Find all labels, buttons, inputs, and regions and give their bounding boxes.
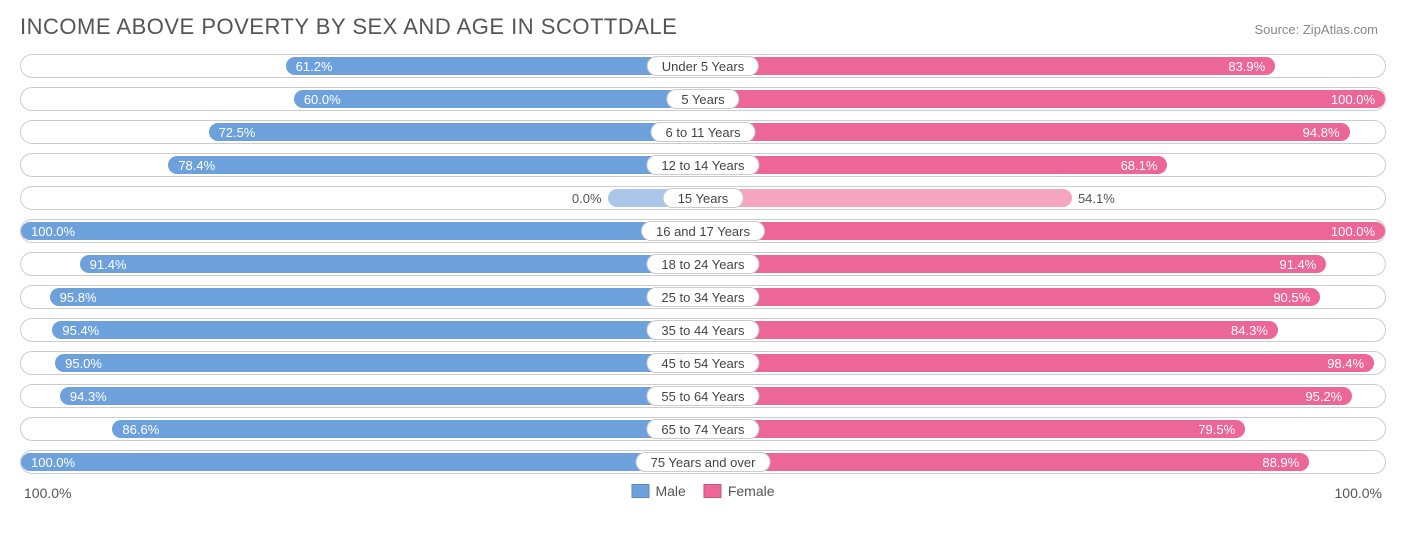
female-value-label: 94.8% (1303, 125, 1340, 140)
female-bar: 91.4% (703, 255, 1326, 273)
male-bar: 86.6% (112, 420, 703, 438)
table-row: 100.0% 88.9% 75 Years and over (20, 450, 1386, 474)
category-label: 75 Years and over (636, 452, 771, 472)
male-value-label: 0.0% (572, 191, 608, 206)
female-value-label: 88.9% (1262, 455, 1299, 470)
category-label: 35 to 44 Years (646, 320, 759, 340)
male-bar: 100.0% (21, 453, 703, 471)
category-label: 5 Years (666, 89, 739, 109)
category-label: 18 to 24 Years (646, 254, 759, 274)
female-value-label: 100.0% (1331, 224, 1375, 239)
male-swatch-icon (631, 484, 649, 498)
male-value-label: 72.5% (219, 125, 256, 140)
category-label: Under 5 Years (647, 56, 759, 76)
male-bar: 78.4% (168, 156, 703, 174)
female-value-label: 90.5% (1273, 290, 1310, 305)
category-label: 55 to 64 Years (646, 386, 759, 406)
female-bar: 68.1% (703, 156, 1167, 174)
legend: Male Female (631, 483, 774, 499)
male-bar: 91.4% (80, 255, 703, 273)
female-bar: 100.0% (703, 222, 1385, 240)
table-row: 61.2% 83.9% Under 5 Years (20, 54, 1386, 78)
category-label: 6 to 11 Years (651, 122, 756, 142)
female-value-label: 84.3% (1231, 323, 1268, 338)
female-value-label: 91.4% (1279, 257, 1316, 272)
source-attribution: Source: ZipAtlas.com (1254, 22, 1378, 37)
male-bar: 94.3% (60, 387, 703, 405)
category-label: 15 Years (663, 188, 744, 208)
table-row: 94.3% 95.2% 55 to 64 Years (20, 384, 1386, 408)
female-bar: 98.4% (703, 354, 1374, 372)
male-bar: 61.2% (286, 57, 703, 75)
male-bar: 95.8% (50, 288, 703, 306)
table-row: 78.4% 68.1% 12 to 14 Years (20, 153, 1386, 177)
male-value-label: 61.2% (296, 59, 333, 74)
axis-row: 100.0% Male Female 100.0% (20, 481, 1386, 509)
category-label: 12 to 14 Years (646, 155, 759, 175)
table-row: 91.4% 91.4% 18 to 24 Years (20, 252, 1386, 276)
male-value-label: 60.0% (304, 92, 341, 107)
female-swatch-icon (704, 484, 722, 498)
category-label: 65 to 74 Years (646, 419, 759, 439)
legend-female-label: Female (728, 483, 775, 499)
table-row: 95.4% 84.3% 35 to 44 Years (20, 318, 1386, 342)
table-row: 95.0% 98.4% 45 to 54 Years (20, 351, 1386, 375)
male-bar: 60.0% (294, 90, 703, 108)
female-value-label: 100.0% (1331, 92, 1375, 107)
female-bar: 90.5% (703, 288, 1320, 306)
male-bar: 95.0% (55, 354, 703, 372)
male-bar: 95.4% (52, 321, 703, 339)
female-value-label: 98.4% (1327, 356, 1364, 371)
male-value-label: 100.0% (31, 455, 75, 470)
male-value-label: 78.4% (178, 158, 215, 173)
legend-item-male: Male (631, 483, 685, 499)
legend-item-female: Female (704, 483, 775, 499)
female-value-label: 54.1% (1072, 191, 1115, 206)
female-bar: 88.9% (703, 453, 1309, 471)
diverging-bar-chart: 61.2% 83.9% Under 5 Years 60.0% 100.0% 5 Year… (20, 54, 1386, 474)
male-value-label: 95.4% (62, 323, 99, 338)
female-bar: 100.0% (703, 90, 1385, 108)
male-value-label: 91.4% (90, 257, 127, 272)
male-value-label: 95.8% (60, 290, 97, 305)
table-row: 0.0%54.1%15 Years (20, 186, 1386, 210)
male-bar: 72.5% (209, 123, 703, 141)
female-bar: 95.2% (703, 387, 1352, 405)
table-row: 86.6% 79.5% 65 to 74 Years (20, 417, 1386, 441)
male-value-label: 86.6% (122, 422, 159, 437)
female-bar: 54.1% (703, 189, 1072, 207)
table-row: 72.5% 94.8% 6 to 11 Years (20, 120, 1386, 144)
female-bar: 84.3% (703, 321, 1278, 339)
category-label: 16 and 17 Years (641, 221, 765, 241)
female-value-label: 83.9% (1228, 59, 1265, 74)
female-value-label: 79.5% (1198, 422, 1235, 437)
category-label: 45 to 54 Years (646, 353, 759, 373)
female-value-label: 95.2% (1305, 389, 1342, 404)
table-row: 60.0% 100.0% 5 Years (20, 87, 1386, 111)
chart-title: INCOME ABOVE POVERTY BY SEX AND AGE IN S… (20, 14, 1386, 40)
female-bar: 94.8% (703, 123, 1350, 141)
male-value-label: 95.0% (65, 356, 102, 371)
male-value-label: 100.0% (31, 224, 75, 239)
table-row: 95.8% 90.5% 25 to 34 Years (20, 285, 1386, 309)
axis-left-label: 100.0% (24, 485, 71, 501)
female-bar: 79.5% (703, 420, 1245, 438)
female-value-label: 68.1% (1121, 158, 1158, 173)
table-row: 100.0% 100.0% 16 and 17 Years (20, 219, 1386, 243)
female-bar: 83.9% (703, 57, 1275, 75)
axis-right-label: 100.0% (1335, 485, 1382, 501)
male-value-label: 94.3% (70, 389, 107, 404)
male-bar: 100.0% (21, 222, 703, 240)
category-label: 25 to 34 Years (646, 287, 759, 307)
legend-male-label: Male (655, 483, 685, 499)
